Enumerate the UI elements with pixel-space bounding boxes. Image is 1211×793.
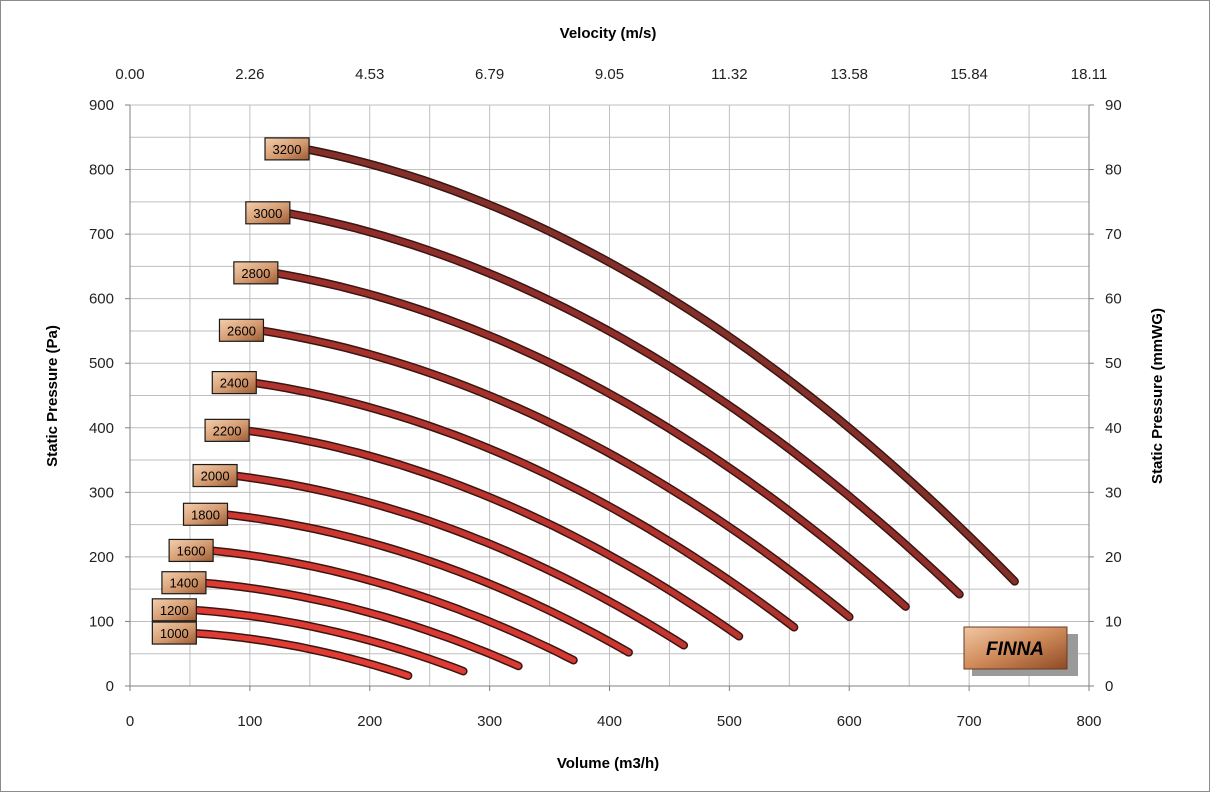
curve-label-3000: 3000 [245, 201, 291, 225]
x2-tick-label: 4.53 [355, 66, 384, 83]
curve-label-text: 3200 [273, 142, 302, 157]
curve-2400 [249, 379, 797, 631]
curve-3000 [283, 210, 963, 598]
x2-tick-label: 11.32 [711, 66, 747, 83]
y2-tick-label: 20 [1105, 549, 1122, 566]
y-tick-label: 300 [89, 484, 114, 501]
curve-label-text: 1000 [160, 626, 189, 641]
y-tick-label: 800 [89, 162, 114, 179]
curve-label-box [151, 621, 197, 645]
curve-label-text: 1600 [177, 543, 206, 558]
curve-label-2800: 2800 [233, 261, 279, 285]
x-tick-label: 0 [126, 713, 134, 730]
curve-labels: 1000 1200 1400 1600 1800 2000 2200 2400 2600 2800… [151, 137, 310, 645]
y2-axis-title: Static Pressure (mmWG) [1149, 308, 1166, 484]
curve-label-box [233, 261, 279, 285]
curve-label-2200: 2200 [204, 418, 250, 442]
x-tick-label: 200 [357, 713, 382, 730]
curve-label-box [182, 502, 229, 526]
curve-2200 [242, 427, 742, 640]
curve-2800 [271, 270, 909, 610]
curve-label-text: 2800 [241, 266, 270, 281]
x-tick-label: 600 [837, 713, 862, 730]
axes [125, 104, 1094, 691]
curve-label-box [211, 370, 257, 395]
y-tick-label: 600 [89, 291, 114, 308]
curve-label-box [192, 463, 238, 488]
y-axis-title: Static Pressure (Pa) [44, 325, 61, 467]
curve-label-1000: 1000 [151, 621, 197, 645]
x2-tick-label: 2.26 [235, 66, 264, 83]
x-tick-label: 100 [237, 713, 262, 730]
curve-1400 [199, 579, 522, 669]
y2-tick-label: 0 [1105, 678, 1113, 695]
curve-label-1200: 1200 [151, 598, 197, 622]
curve-1000 [189, 630, 411, 679]
curve-label-2600: 2600 [218, 318, 265, 342]
x2-tick-label: 13.58 [830, 66, 868, 83]
brand-text: FINNA [986, 639, 1044, 660]
curve-1200 [189, 607, 467, 674]
x2-tick-label: 0.00 [115, 66, 144, 83]
y2-tick-label: 50 [1105, 355, 1122, 372]
curve-3200 [302, 146, 1018, 585]
curve-label-1400: 1400 [161, 571, 207, 595]
curve-label-text: 1800 [191, 507, 220, 522]
y2-tick-label: 60 [1105, 291, 1122, 308]
x-tick-label: 500 [717, 713, 742, 730]
curve-label-text: 1200 [160, 603, 189, 618]
curve-label-2000: 2000 [192, 463, 238, 488]
curve-label-text: 2600 [227, 323, 256, 338]
x-tick-label: 800 [1076, 713, 1101, 730]
curve-label-box [245, 201, 291, 225]
curve-label-text: 3000 [253, 206, 282, 221]
x2-tick-label: 9.05 [595, 66, 624, 83]
curve-label-box [204, 418, 250, 442]
x-tick-label: 300 [477, 713, 502, 730]
curve-1600 [206, 547, 577, 663]
curve-label-2400: 2400 [211, 370, 257, 395]
y-tick-label: 200 [89, 549, 114, 566]
y2-tick-label: 30 [1105, 484, 1122, 501]
x-tick-label: 400 [597, 713, 622, 730]
x-tick-label: 700 [957, 713, 982, 730]
x2-axis-title: Velocity (m/s) [560, 25, 657, 42]
x2-tick-label: 15.84 [950, 66, 988, 83]
curve-label-box [264, 137, 310, 161]
curve-label-box [151, 598, 197, 622]
curve-label-box [168, 538, 214, 563]
y-tick-label: 400 [89, 420, 114, 437]
y2-tick-label: 90 [1105, 97, 1122, 114]
curve-1800 [220, 511, 632, 656]
y-tick-label: 900 [89, 97, 114, 114]
curve-label-text: 2200 [213, 423, 242, 438]
curve-label-text: 2400 [220, 376, 249, 391]
brand-box [963, 626, 1068, 670]
brand-logo: FINNA [963, 626, 1078, 676]
curve-label-box [218, 318, 265, 342]
curve-label-box [161, 571, 207, 595]
curve-label-1800: 1800 [182, 502, 229, 526]
y2-tick-label: 80 [1105, 162, 1122, 179]
y2-tick-label: 10 [1105, 613, 1122, 630]
y-tick-label: 100 [89, 613, 114, 630]
y-tick-label: 500 [89, 355, 114, 372]
curve-2600 [256, 327, 853, 620]
curve-2000 [230, 472, 687, 649]
y2-tick-label: 40 [1105, 420, 1122, 437]
curve-label-text: 2000 [201, 469, 230, 484]
x2-tick-label: 6.79 [475, 66, 504, 83]
curves [188, 144, 1019, 680]
curve-label-1600: 1600 [168, 538, 214, 563]
x2-tick-label: 18.11 [1071, 66, 1107, 83]
curve-label-3200: 3200 [264, 137, 310, 161]
curve-label-text: 1400 [169, 576, 198, 591]
x-axis-title: Volume (m3/h) [557, 755, 659, 772]
y-tick-label: 0 [106, 678, 114, 695]
y-tick-label: 700 [89, 226, 114, 243]
y2-tick-label: 70 [1105, 226, 1122, 243]
